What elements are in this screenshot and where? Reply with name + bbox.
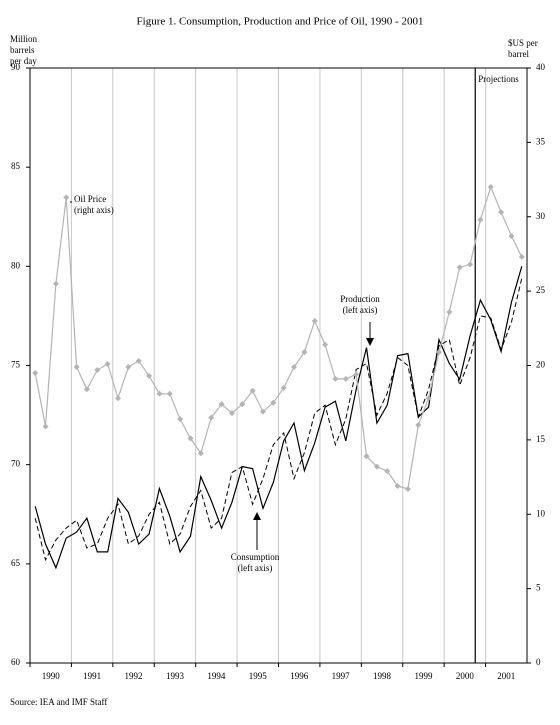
arrow-head [366, 338, 374, 346]
data-point [394, 482, 401, 489]
data-point [291, 363, 298, 370]
series-label: Consumption [231, 552, 280, 562]
y2-tick-label: 15 [536, 434, 546, 444]
series-line [34, 278, 523, 562]
y-tick-label: 65 [11, 558, 21, 568]
data-point [332, 375, 339, 382]
series-line [34, 185, 523, 490]
data-point [446, 308, 453, 315]
data-point [197, 450, 204, 457]
source: Source: IEA and IMF Staff [10, 697, 107, 707]
plot-frame [29, 67, 528, 664]
x-tick-label: 1993 [166, 671, 185, 681]
y-axis-label: Million [10, 34, 38, 44]
data-point [415, 422, 422, 428]
data-point [187, 435, 194, 442]
arrow-head [253, 512, 261, 520]
data-point [363, 453, 370, 460]
data-point [342, 375, 349, 382]
y2-axis-label: barrel [508, 49, 529, 59]
data-point [456, 264, 463, 271]
x-tick-label: 1994 [207, 671, 226, 681]
data-point [208, 414, 215, 421]
data-point [353, 371, 360, 378]
x-tick-label: 2000 [456, 671, 475, 681]
data-point [384, 468, 391, 475]
data-point [301, 349, 308, 356]
y-tick-label: 80 [11, 260, 21, 270]
x-tick-label: 1990 [42, 671, 61, 681]
x-tick-label: 2001 [497, 671, 515, 681]
data-point [280, 384, 287, 391]
x-tick-label: 1995 [249, 671, 268, 681]
data-point [177, 416, 184, 423]
y2-axis-label: $US per [508, 38, 538, 48]
data-point [135, 358, 142, 365]
data-point [115, 395, 122, 402]
data-point [83, 386, 90, 393]
data-point [404, 485, 411, 492]
data-point [228, 410, 235, 417]
data-point [487, 184, 494, 190]
data-point [425, 395, 432, 402]
data-point [311, 317, 318, 324]
projection-label: Projections [478, 74, 519, 84]
y-tick-label: 85 [11, 161, 21, 171]
data-point [32, 369, 39, 376]
x-tick-label: 1996 [290, 671, 309, 681]
y2-tick-label: 10 [536, 508, 546, 518]
data-point [63, 194, 70, 201]
series-label: Production [340, 294, 380, 304]
x-tick-label: 1997 [332, 671, 351, 681]
data-point [322, 341, 329, 348]
data-point [249, 387, 256, 394]
x-tick-label: 1999 [414, 671, 433, 681]
series-label: Oil Price [74, 194, 106, 204]
data-point [270, 399, 277, 406]
x-tick-label: 1991 [83, 671, 101, 681]
y2-tick-label: 35 [536, 136, 546, 146]
data-point [146, 372, 153, 379]
y-tick-label: 60 [11, 657, 21, 667]
y-tick-label: 70 [11, 459, 21, 469]
data-point [239, 401, 246, 408]
y-axis-label: per day [10, 56, 37, 66]
y-axis-label: barrels [10, 45, 35, 55]
series-label: (right axis) [74, 205, 114, 215]
y2-tick-label: 40 [536, 62, 546, 72]
chart-title: Figure 1. Consumption, Production and Pr… [137, 16, 424, 28]
data-point [373, 463, 380, 470]
x-tick-label: 1992 [125, 671, 143, 681]
data-point [94, 366, 101, 373]
y2-tick-label: 30 [536, 211, 546, 221]
data-point [156, 390, 163, 397]
x-tick-label: 1998 [373, 671, 392, 681]
data-point [104, 361, 111, 368]
series-label: (left axis) [238, 563, 273, 573]
data-point [435, 349, 442, 356]
y2-tick-label: 5 [536, 583, 541, 593]
y-tick-label: 75 [11, 360, 21, 370]
data-point [518, 253, 525, 260]
data-point [508, 233, 515, 240]
data-point [498, 209, 505, 216]
data-point [42, 423, 49, 430]
y-tick-label: 90 [11, 62, 21, 72]
data-point [166, 390, 173, 397]
data-point [477, 216, 484, 223]
data-point [467, 261, 474, 268]
data-point [73, 363, 80, 370]
y2-tick-label: 0 [536, 657, 541, 667]
data-point [52, 280, 59, 287]
data-point [125, 363, 132, 370]
data-point [259, 408, 266, 415]
series-label: (left axis) [343, 305, 378, 315]
y2-tick-label: 25 [536, 285, 546, 295]
y2-tick-label: 20 [536, 360, 546, 370]
data-point [218, 401, 225, 408]
